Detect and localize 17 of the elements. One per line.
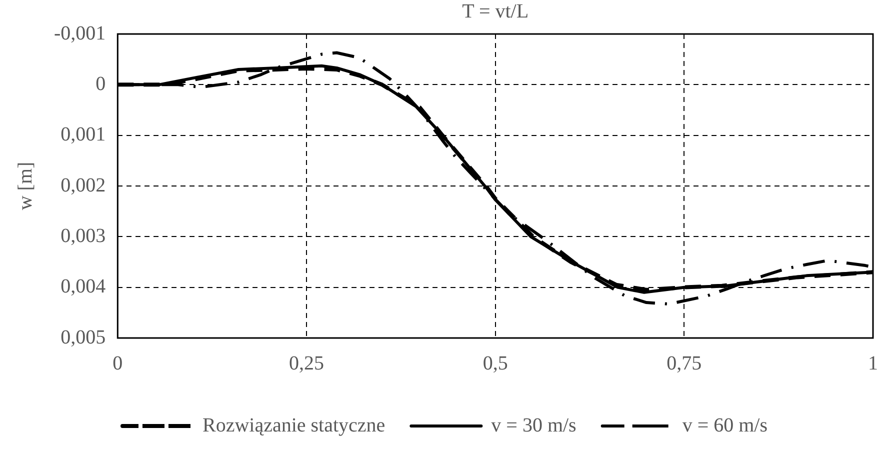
legend-label: Rozwiązanie statyczne: [202, 414, 386, 436]
y-tick-label: 0,001: [60, 124, 106, 146]
y-tick-label: -0,001: [54, 22, 106, 44]
y-axis-title: w [m]: [14, 162, 36, 210]
y-tick-label: 0,005: [60, 326, 106, 348]
x-tick-label: 0,75: [666, 352, 702, 374]
x-tick-label: 0,25: [288, 352, 324, 374]
y-tick-label: 0,003: [60, 224, 106, 247]
y-tick-label: 0,002: [60, 174, 106, 196]
x-tick-label: 0,5: [482, 352, 508, 374]
y-tick-label: 0,004: [60, 276, 106, 298]
legend-label: v = 30 m/s: [491, 414, 577, 436]
x-tick-label: 1: [868, 352, 878, 374]
y-tick-label: 0: [96, 72, 106, 95]
x-tick-label: 0: [112, 352, 123, 374]
x-axis-title: T = vt/L: [462, 0, 529, 22]
legend-label: v = 60 m/s: [682, 414, 768, 436]
